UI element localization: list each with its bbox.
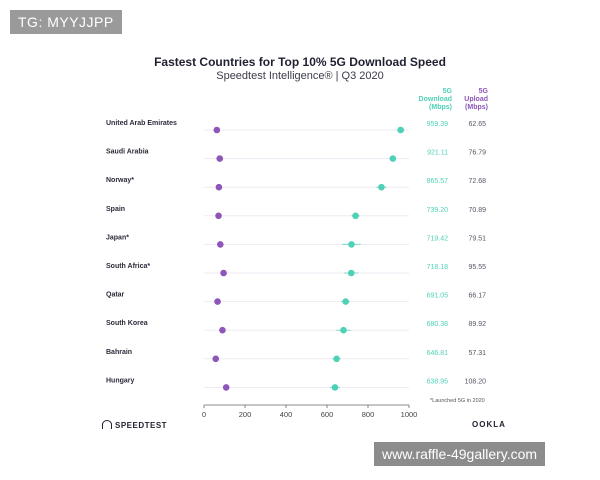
- watermark-top-left: TG: MYYJJPP: [10, 10, 122, 34]
- download-point: [331, 384, 339, 391]
- download-value-label: 638.95: [427, 378, 449, 385]
- download-value-label: 719.42: [427, 235, 449, 242]
- x-tick-label: 600: [321, 410, 334, 419]
- upload-value-label: 95.55: [468, 264, 486, 271]
- download-value-label: 959.39: [427, 121, 449, 128]
- footnote: *Launched 5G in 2020: [430, 398, 485, 404]
- download-value-label: 739.20: [427, 207, 449, 214]
- upload-point: [212, 355, 220, 363]
- download-point: [342, 298, 349, 305]
- upload-value-label: 66.17: [468, 293, 486, 300]
- download-value-label: 718.18: [427, 264, 449, 271]
- download-header-line-2: Download: [418, 96, 452, 103]
- upload-point: [214, 298, 221, 305]
- upload-value-label: 89.92: [468, 321, 486, 328]
- upload-value-label: 72.68: [468, 178, 486, 185]
- download-value-label: 921.11: [427, 150, 448, 157]
- download-point: [347, 269, 355, 277]
- country-label: Qatar: [106, 292, 125, 299]
- upload-point: [219, 326, 226, 334]
- x-tick-label: 800: [362, 410, 375, 419]
- upload-point: [222, 384, 230, 391]
- country-label: Spain: [106, 206, 125, 213]
- upload-point: [215, 212, 222, 220]
- download-point: [389, 155, 397, 162]
- upload-value-label: 108.20: [465, 378, 487, 385]
- x-tick-label: 0: [202, 410, 206, 419]
- upload-value-label: 76.79: [468, 150, 486, 157]
- upload-value-label: 57.31: [468, 350, 486, 357]
- download-value-label: 691.05: [427, 293, 449, 300]
- country-label: Japan*: [106, 234, 129, 241]
- download-point: [333, 355, 340, 363]
- x-tick-label: 1000: [401, 410, 418, 419]
- upload-point: [220, 269, 227, 277]
- download-column-header: 5G Download (Mbps): [400, 88, 452, 112]
- download-value-label: 865.57: [427, 178, 449, 185]
- upload-point: [216, 155, 224, 162]
- x-tick-label: 200: [239, 410, 252, 419]
- country-label: Saudi Arabia: [106, 149, 149, 156]
- download-point: [348, 241, 355, 248]
- download-value-label: 646.81: [427, 350, 449, 357]
- country-label: Bahrain: [106, 349, 132, 356]
- speedtest-logo: SPEEDTEST: [102, 420, 167, 430]
- upload-header-line-1: 5G: [478, 88, 488, 95]
- upload-header-line-2: Upload: [464, 96, 488, 103]
- download-point: [397, 126, 404, 134]
- x-tick-label: 400: [280, 410, 293, 419]
- download-header-line-3: (Mbps): [429, 104, 452, 111]
- chart-card: [88, 42, 512, 440]
- download-point: [378, 183, 385, 191]
- country-label: United Arab Emirates: [106, 120, 177, 127]
- upload-header-line-3: (Mbps): [465, 104, 488, 111]
- speedtest-logo-text: SPEEDTEST: [115, 421, 168, 430]
- upload-point: [216, 241, 224, 248]
- download-header-line-1: 5G: [442, 88, 452, 95]
- watermark-bottom-right: www.raffle-49gallery.com: [374, 442, 546, 466]
- upload-value-label: 62.65: [468, 121, 486, 128]
- chart-subtitle: Speedtest Intelligence® | Q3 2020: [216, 70, 384, 82]
- upload-point: [215, 183, 223, 191]
- ookla-logo: OOKLA: [472, 420, 506, 429]
- country-label: Norway*: [106, 177, 134, 184]
- chart-title: Fastest Countries for Top 10% 5G Downloa…: [154, 55, 446, 69]
- upload-column-header: 5G Upload (Mbps): [450, 88, 488, 112]
- download-point: [340, 326, 347, 334]
- country-label: South Korea: [106, 320, 148, 327]
- speedtest-gauge-icon: [102, 420, 112, 429]
- upload-value-label: 70.89: [468, 207, 486, 214]
- download-point: [352, 212, 359, 220]
- country-label: Hungary: [106, 377, 135, 384]
- download-value-label: 680.38: [427, 321, 449, 328]
- upload-point: [213, 126, 221, 134]
- upload-value-label: 79.51: [468, 235, 486, 242]
- country-label: South Africa*: [106, 263, 150, 270]
